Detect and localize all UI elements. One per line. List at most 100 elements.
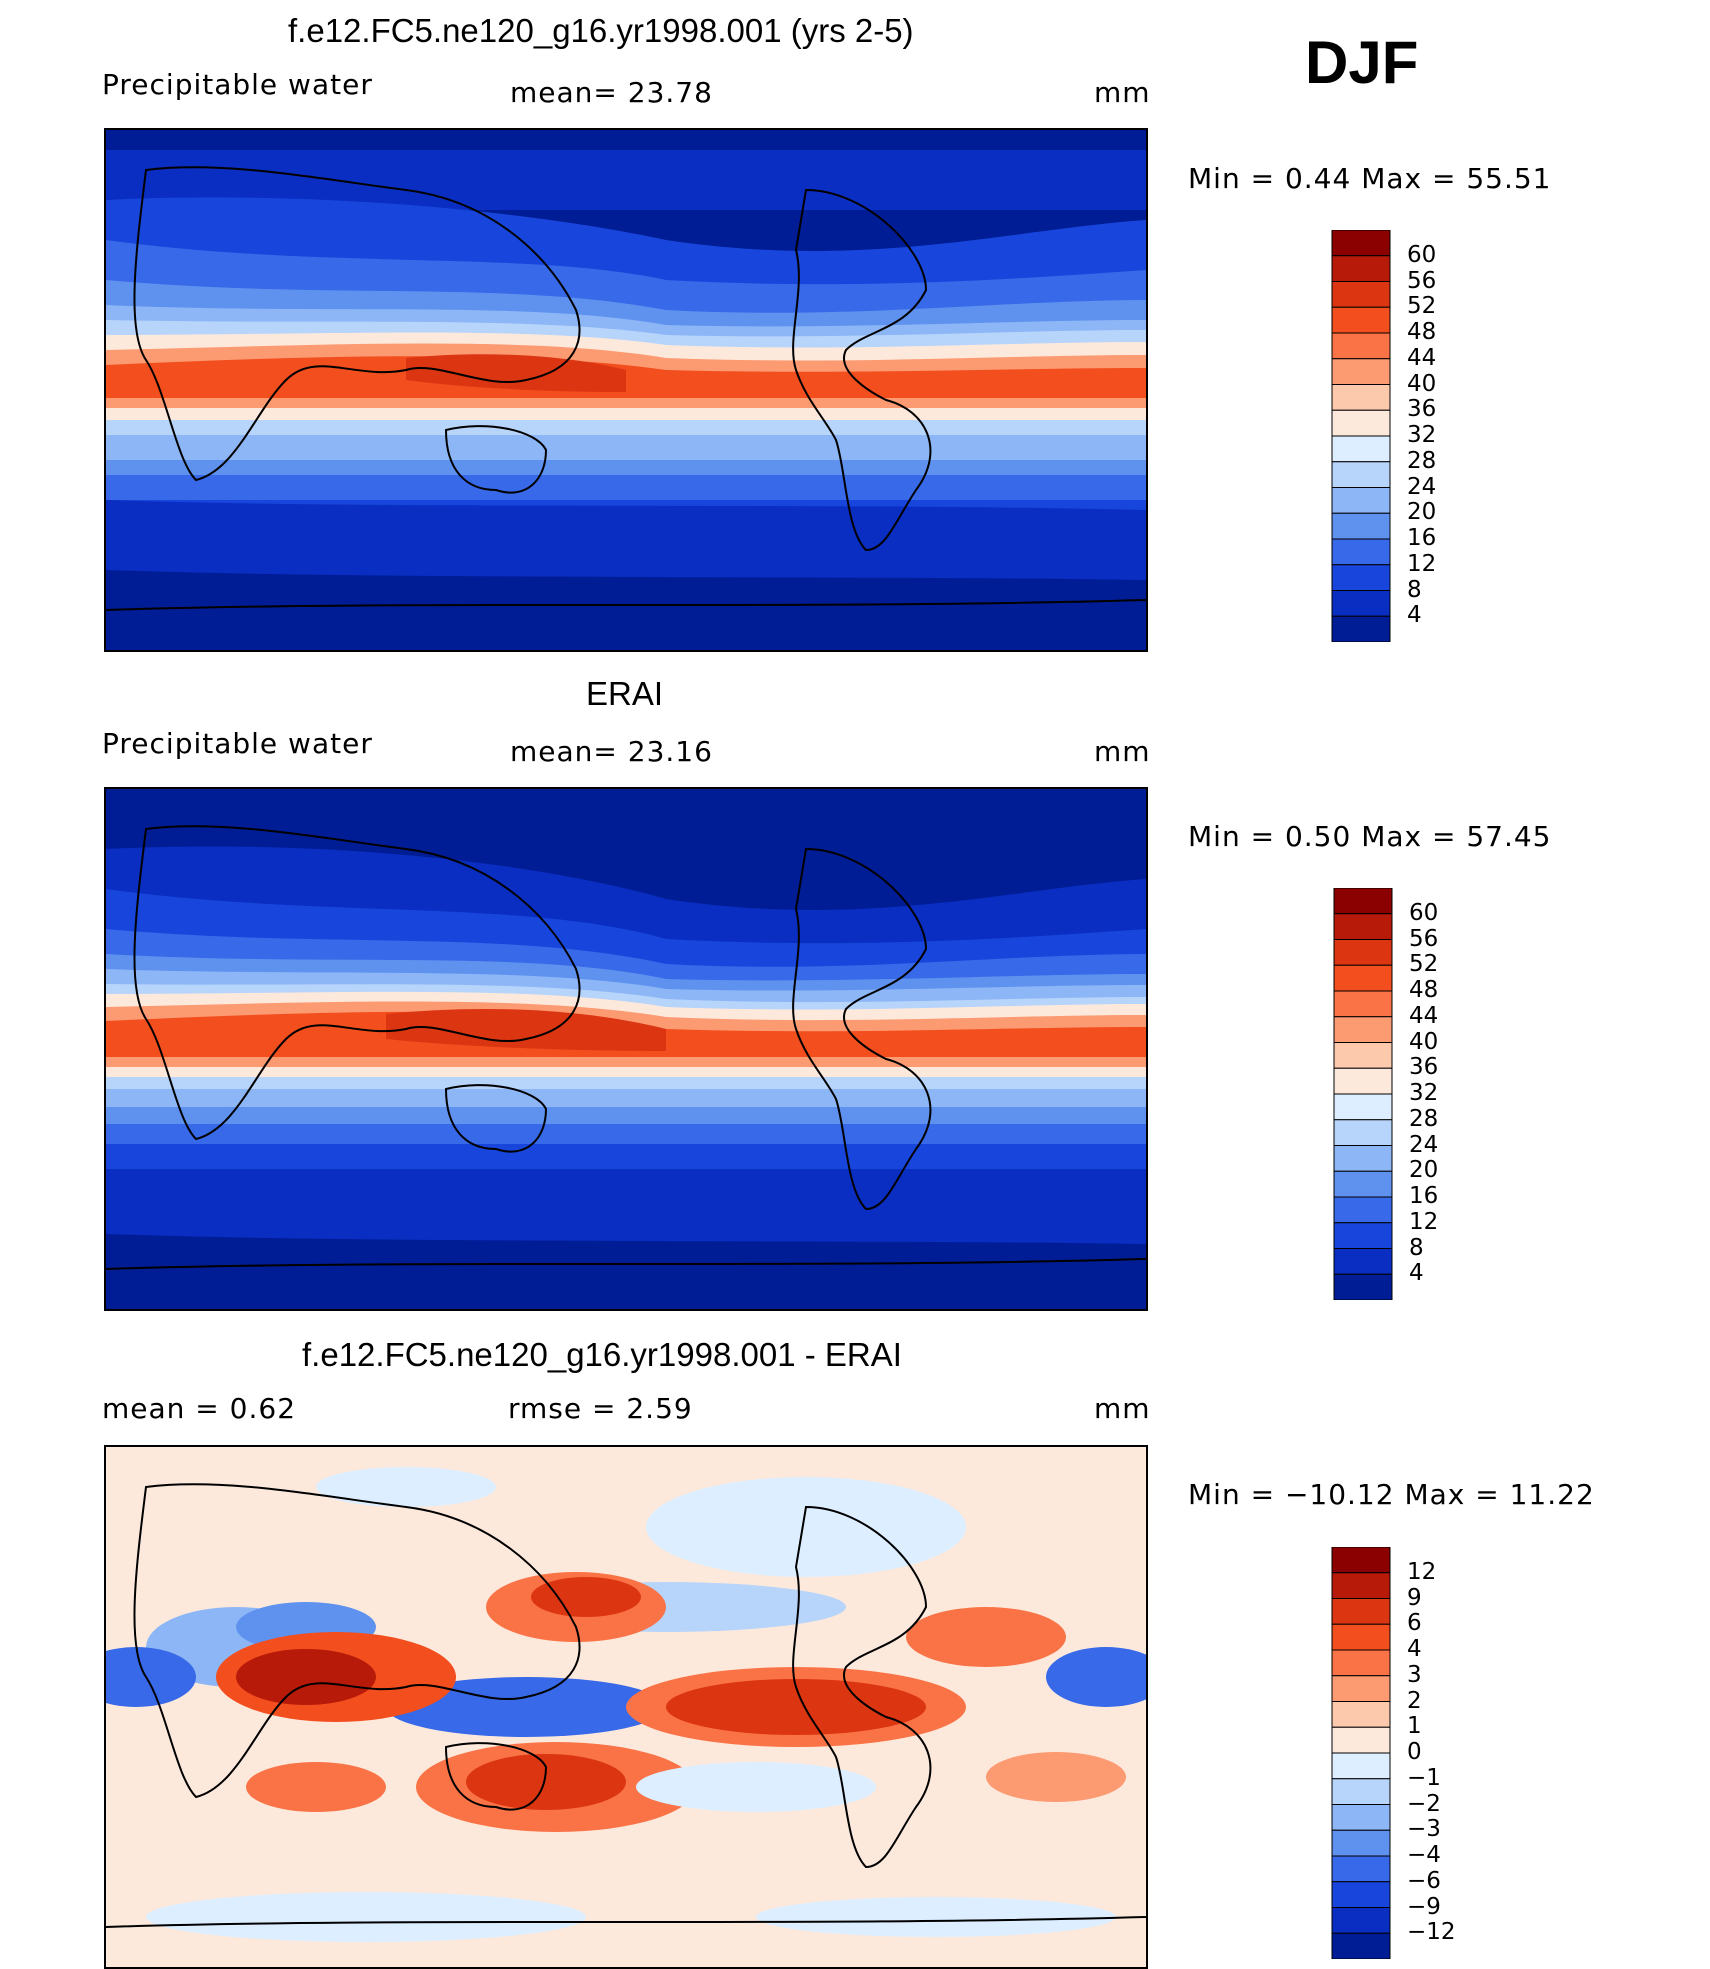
colorbar-tick-label: 44 (1407, 344, 1437, 371)
colorbar-swatch (1331, 615, 1391, 642)
colorbar-swatch (1331, 409, 1391, 437)
colorbar-tick-label: 24 (1409, 1131, 1439, 1158)
colorbar-swatch (1331, 358, 1391, 385)
colorbar-tick-label: 6 (1407, 1610, 1422, 1637)
panel-title: f.e12.FC5.ne120_g16.yr1998.001 - ERAI (302, 1336, 902, 1373)
colorbar-tick-label: 24 (1407, 473, 1437, 500)
colorbar-swatch (1331, 1829, 1391, 1857)
colorbar-swatch (1331, 1649, 1391, 1677)
colorbar-swatch (1331, 1623, 1391, 1651)
map-plot (106, 130, 1146, 650)
colorbar-tick-label: 32 (1409, 1080, 1439, 1106)
colorbar-swatch (1333, 939, 1393, 966)
colorbar-swatch (1331, 384, 1391, 411)
colorbar-swatch (1331, 1675, 1391, 1702)
colorbar-tick-label: 48 (1407, 319, 1437, 345)
colorbar-swatch (1331, 1932, 1391, 1959)
colorbar-tick-label: −4 (1407, 1842, 1441, 1868)
colorbar: 12 9 6 4 3 2 1 0 −1 −2 −3 −4 −6 −9 −12 (1331, 1547, 1456, 1959)
colorbar-tick-label: 60 (1407, 241, 1437, 268)
colorbar-swatch (1331, 332, 1391, 360)
colorbar-tick-label: −3 (1407, 1816, 1441, 1843)
colorbar-tick-label: −9 (1407, 1893, 1441, 1920)
colorbar-tick-label: 20 (1409, 1157, 1439, 1184)
colorbar-swatch (1331, 512, 1391, 540)
colorbar-swatch (1333, 1145, 1393, 1172)
colorbar-swatch (1331, 1778, 1391, 1805)
panel-title: f.e12.FC5.ne120_g16.yr1998.001 (yrs 2-5) (288, 12, 914, 49)
colorbar-tick-label: 32 (1407, 422, 1437, 448)
rmse-label: rmse = 2.59 (508, 1392, 693, 1425)
colorbar: 60 56 52 48 44 40 36 32 28 24 20 16 12 8 4 (1333, 888, 1438, 1300)
colorbar-tick-label: 1 (1407, 1713, 1422, 1740)
colorbar-swatch (1333, 1196, 1393, 1224)
colorbar-tick-label: 36 (1409, 1054, 1439, 1081)
colorbar-swatch (1331, 435, 1391, 463)
colorbar-tick-label: 60 (1409, 899, 1439, 926)
colorbar-swatch (1331, 590, 1391, 617)
map-plot (106, 1447, 1146, 1967)
colorbar-tick-label: 56 (1409, 925, 1439, 952)
variable-label: Precipitable water (102, 727, 373, 760)
colorbar-swatch (1331, 306, 1391, 334)
colorbar-swatch (1333, 1248, 1393, 1275)
colorbar-swatch (1333, 1119, 1393, 1146)
colorbar-tick-label: 8 (1407, 576, 1422, 603)
mean-label: mean= 23.16 (510, 735, 713, 768)
colorbar-tick-label: 28 (1407, 447, 1437, 474)
variable-label: Precipitable water (102, 68, 373, 101)
minmax-label: Min = 0.50 Max = 57.45 (1188, 820, 1552, 853)
colorbar-tick-label: 4 (1409, 1260, 1424, 1287)
colorbar-swatch (1331, 1547, 1391, 1574)
colorbar-swatches (1331, 230, 1391, 642)
colorbar-tick-label: 2 (1407, 1687, 1422, 1714)
season-label: DJF (1305, 29, 1419, 96)
units-label: mm (1094, 1392, 1151, 1425)
colorbar-tick-label: 16 (1409, 1183, 1439, 1209)
colorbar-tick-label: 4 (1407, 1636, 1422, 1662)
colorbar-swatch (1331, 1881, 1391, 1908)
minmax-label: Min = 0.44 Max = 55.51 (1188, 162, 1552, 195)
colorbar-swatch (1331, 255, 1391, 282)
contour-map (104, 128, 1148, 652)
colorbar-swatch (1331, 487, 1391, 514)
colorbar-swatch (1333, 913, 1393, 940)
colorbar-tick-label: 8 (1409, 1234, 1424, 1261)
colorbar-swatch (1333, 1042, 1393, 1069)
colorbar-swatches (1333, 888, 1393, 1300)
colorbar-swatch (1331, 1804, 1391, 1831)
colorbar-tick-label: 36 (1407, 396, 1437, 423)
colorbar-swatch (1333, 1222, 1393, 1249)
colorbar-tick-label: 0 (1407, 1739, 1422, 1765)
colorbar-tick-label: −6 (1407, 1867, 1441, 1894)
colorbar-swatch (1333, 1016, 1393, 1043)
colorbar-swatch (1331, 1598, 1391, 1625)
colorbar-swatch (1331, 1726, 1391, 1754)
colorbar-swatch (1331, 1907, 1391, 1934)
colorbar-tick-label: 44 (1409, 1002, 1439, 1029)
colorbar-swatch (1331, 281, 1391, 308)
colorbar-tick-label: 16 (1407, 525, 1437, 551)
colorbar-swatch (1333, 990, 1393, 1018)
colorbar-tick-label: 28 (1409, 1105, 1439, 1132)
colorbar-tick-label: 3 (1407, 1661, 1422, 1688)
colorbar-tick-label: 4 (1407, 602, 1422, 629)
colorbar-swatch (1333, 1093, 1393, 1121)
colorbar-swatch (1331, 1701, 1391, 1728)
colorbar-tick-label: −1 (1407, 1764, 1441, 1791)
units-label: mm (1094, 735, 1151, 768)
colorbar-tick-label: 12 (1409, 1208, 1439, 1235)
colorbar: 60 56 52 48 44 40 36 32 28 24 20 16 12 8 4 (1331, 230, 1436, 642)
colorbar-tick-label: 52 (1409, 951, 1439, 978)
colorbar-swatch (1331, 461, 1391, 488)
colorbar-swatch (1331, 538, 1391, 566)
colorbar-swatch (1333, 964, 1393, 992)
colorbar-swatch (1331, 230, 1391, 257)
contour-map (104, 1445, 1148, 1969)
colorbar-swatch (1331, 1855, 1391, 1883)
colorbar-tick-label: 9 (1407, 1584, 1422, 1611)
colorbar-swatch (1333, 1067, 1393, 1095)
contour-map (104, 787, 1148, 1311)
colorbar-swatch (1333, 1170, 1393, 1198)
mean-label: mean= 23.78 (510, 76, 713, 109)
